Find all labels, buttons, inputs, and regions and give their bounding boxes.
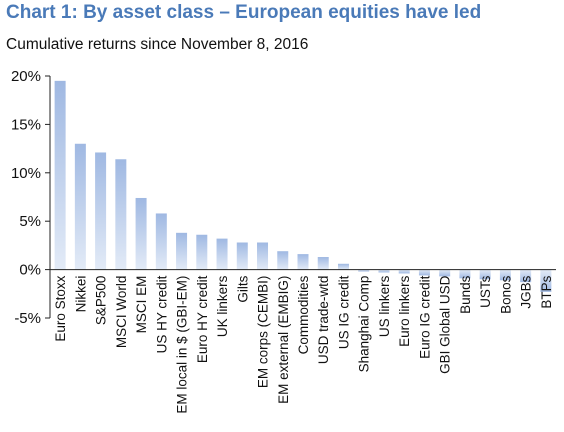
x-category-label: EM external (EMBIG) [276,276,291,404]
bar [520,269,532,283]
x-category-label: UK linkers [215,275,230,337]
x-category-label: Euro Stoxx [53,275,68,341]
chart-title: Chart 1: By asset class – European equit… [6,2,482,23]
x-category-label: Bunds [458,275,473,314]
x-category-label: MSCI EM [134,276,149,334]
x-category-label: MSCI World [114,276,129,349]
bar [317,257,329,270]
bar [277,251,289,270]
bar [236,242,248,270]
bar [216,238,228,270]
x-category-label: Bonos [498,275,513,314]
bar [135,197,147,270]
bar [418,269,430,276]
bar [540,269,552,292]
y-tick-label: 10% [11,165,41,182]
x-category-label: S&P500 [94,276,109,326]
x-category-label: Euro HY credit [195,275,210,363]
y-tick-label: 0% [19,262,41,279]
bar [378,269,390,273]
x-category-label: US HY credit [154,275,169,353]
bar [499,269,511,281]
x-category-label: JGBs [519,275,534,308]
x-category-label: Commodities [296,275,311,354]
y-tick-label: -5% [14,310,41,327]
x-category-label: Shanghai Comp [357,276,372,373]
x-category-label: US linkers [377,275,392,337]
x-axis-labels: Euro Stoxx Nikkei S&P500 MSCI World MSCI EM U… [53,275,554,413]
bar [439,269,451,277]
x-category-label: GBI Global USD [438,275,453,374]
bar [257,242,269,270]
x-category-label: USD trade-wtd [316,276,331,365]
chart-subtitle: Cumulative returns since November 8, 201… [6,36,309,53]
bar [337,263,349,270]
bar [115,159,127,270]
x-category-label: EM corps (CEMBI) [256,276,271,389]
bar [54,80,66,270]
bar [196,234,208,270]
x-category-label: EM local in $ (GBI-EM) [175,276,190,414]
x-category-label: Nikkei [73,276,88,313]
y-axis: 20% 15% 10% 5% 0% -5% [11,68,51,327]
bar [297,254,309,270]
x-category-label: Gilts [235,275,250,302]
y-tick-label: 5% [19,213,41,230]
y-tick-label: 15% [11,116,41,133]
bars [50,80,556,292]
bar [398,269,410,274]
bar [95,152,107,270]
x-category-label: US IG credit [336,275,351,349]
bar [155,213,167,270]
bar [176,232,188,270]
bar [459,269,471,279]
x-category-label: Euro linkers [397,275,412,347]
bar [74,143,86,270]
bar [358,269,370,272]
x-category-label: BTPs [539,275,554,308]
y-tick-label: 20% [11,68,41,85]
x-category-label: Euro IG credit [417,275,432,359]
bar [479,269,491,280]
x-category-label: USTs [478,275,493,308]
